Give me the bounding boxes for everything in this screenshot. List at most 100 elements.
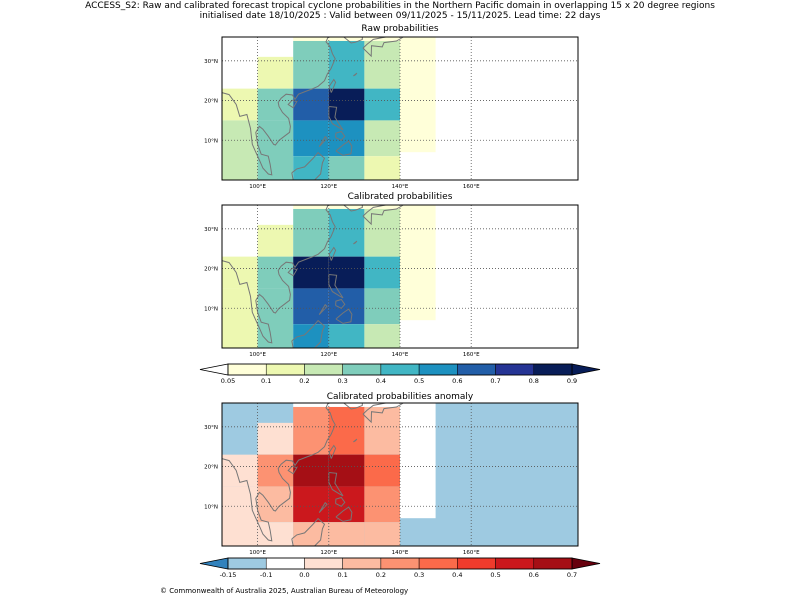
heat-cell: [328, 120, 365, 157]
island-coastline: [335, 298, 346, 309]
probability-colorbar-tick-label: 0.5: [414, 377, 424, 385]
island-coastline: [335, 506, 353, 522]
anomaly-colorbar-tick-label: 0.6: [529, 571, 539, 579]
figure-title-line-2: initialised date 18/10/2025 : Valid betw…: [199, 11, 601, 21]
heat-cell: [328, 324, 365, 348]
heat-cell: [364, 37, 400, 41]
anomaly-colorbar-swatch: [457, 557, 496, 570]
heat-cell: [293, 205, 329, 209]
probability-colorbar-tick-label: 0.9: [567, 377, 577, 385]
heat-cell: [328, 256, 365, 289]
island-coastline: [335, 496, 346, 507]
anomaly-colorbar-swatch: [265, 557, 305, 570]
panel-title-calibrated: Calibrated probabilities: [347, 192, 453, 202]
probability-colorbar-tick-label: 0.3: [337, 377, 347, 385]
heat-cell: [257, 486, 294, 523]
heat-cell: [328, 288, 365, 325]
probability-colorbar-tick-label: 0.05: [221, 377, 235, 385]
heat-cell: [400, 205, 436, 321]
heat-cell: [257, 422, 294, 455]
probability-colorbar-swatch: [265, 363, 305, 376]
heat-cell: [257, 224, 294, 257]
anomaly-colorbar-tick-label: -0.15: [220, 571, 237, 579]
coastline: [221, 36, 338, 176]
island-coastline: [328, 106, 344, 131]
heat-cell: [293, 403, 329, 407]
x-tick-label: 160°E: [463, 184, 480, 190]
anomaly-colorbar-swatch: [342, 557, 382, 570]
anomaly-colorbar-swatch: [418, 557, 458, 570]
island-coastline: [353, 72, 358, 77]
heat-cell: [222, 205, 258, 257]
coastline: [221, 204, 338, 344]
probability-colorbar-tick-label: 0.8: [529, 377, 539, 385]
island-coastline: [362, 36, 405, 58]
island-coastline: [335, 140, 353, 156]
y-tick-label: 30°N: [204, 59, 218, 65]
island-coastline: [328, 274, 344, 299]
probability-colorbar-over-arrow: [571, 363, 601, 376]
anomaly-colorbar-under-arrow: [199, 557, 229, 570]
anomaly-colorbar-tick-label: 0.2: [376, 571, 386, 579]
x-tick-label: 120°E: [320, 184, 337, 190]
anomaly-colorbar-tick-label: 0.7: [567, 571, 577, 579]
probability-colorbar-tick-label: 0.4: [376, 377, 386, 385]
island-coastline: [343, 204, 363, 212]
heat-cell: [328, 486, 365, 523]
x-tick-label: 160°E: [463, 550, 480, 556]
anomaly-colorbar-swatch: [380, 557, 420, 570]
island-coastline: [362, 204, 405, 226]
heat-cell: [293, 208, 329, 257]
heat-cell: [400, 403, 436, 519]
panel-title-raw: Raw probabilities: [361, 24, 439, 34]
heat-cell: [364, 205, 400, 209]
heat-cell: [364, 256, 400, 289]
heat-cell: [257, 37, 294, 57]
y-tick-label: 20°N: [204, 99, 218, 105]
x-tick-label: 100°E: [249, 550, 266, 556]
anomaly-colorbar-over-arrow: [571, 557, 601, 570]
heat-cell: [328, 454, 365, 487]
heat-cell: [364, 324, 400, 348]
heat-cell: [293, 120, 329, 157]
island-coastline: [343, 36, 363, 44]
heat-cell: [328, 522, 365, 546]
heat-cell: [364, 156, 400, 180]
heat-cell: [328, 156, 365, 180]
x-tick-label: 100°E: [249, 352, 266, 358]
heat-cell: [364, 403, 400, 407]
anomaly-colorbar-frame: [227, 557, 573, 570]
y-tick-label: 20°N: [204, 267, 218, 273]
heat-cell: [328, 406, 365, 455]
x-tick-label: 140°E: [392, 184, 409, 190]
x-tick-label: 140°E: [392, 352, 409, 358]
map-frame: [221, 204, 579, 349]
probability-colorbar-under-arrow: [199, 363, 229, 376]
island-coastline: [318, 501, 328, 513]
figure-title-line-1: ACCESS_S2: Raw and calibrated forecast t…: [85, 1, 715, 11]
island-coastline: [362, 402, 405, 424]
probability-colorbar-tick-label: 0.2: [299, 377, 309, 385]
probability-colorbar-swatch: [380, 363, 420, 376]
heat-cell: [364, 208, 400, 257]
x-tick-label: 100°E: [249, 184, 266, 190]
anomaly-colorbar-swatch: [495, 557, 535, 570]
copyright-footer: © Commonwealth of Australia 2025, Austra…: [160, 587, 409, 595]
heat-cell: [328, 40, 365, 89]
heat-cell: [257, 205, 294, 225]
heat-cell: [293, 486, 329, 523]
x-tick-label: 140°E: [392, 550, 409, 556]
y-tick-label: 30°N: [204, 425, 218, 431]
heat-cell: [364, 406, 400, 455]
heat-cell: [293, 454, 329, 487]
x-tick-label: 160°E: [463, 352, 480, 358]
island-coastline: [328, 444, 337, 459]
heat-cell: [364, 486, 400, 523]
island-coastline: [287, 267, 298, 277]
heat-cell: [222, 486, 258, 546]
y-tick-label: 10°N: [204, 138, 218, 144]
probability-colorbar-swatch: [495, 363, 535, 376]
probability-colorbar-tick-label: 0.7: [490, 377, 500, 385]
heat-cell: [293, 88, 329, 121]
